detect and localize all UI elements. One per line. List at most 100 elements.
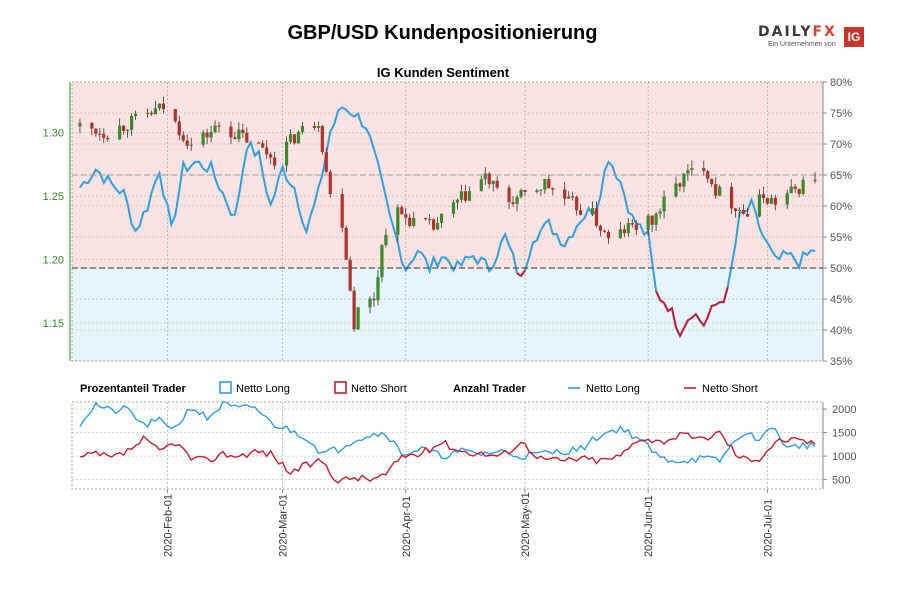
price-candle: [181, 135, 185, 141]
lower-panel-frame: [71, 401, 824, 490]
net-short-count-line: [79, 430, 816, 484]
price-candle: [459, 191, 464, 200]
price-candle: [547, 179, 551, 189]
price-candle: [797, 188, 801, 194]
price-candle: [535, 190, 539, 192]
price-candle: [380, 245, 384, 278]
price-candle: [745, 213, 750, 217]
price-candle: [618, 229, 622, 239]
price-candle: [102, 133, 106, 138]
price-candle: [467, 191, 471, 201]
price-candle: [94, 128, 98, 134]
date-tick-label: 2020-Jun-01: [643, 495, 655, 557]
sentiment-tick-label: 50%: [830, 263, 852, 275]
sentiment-tick-label: 45%: [830, 294, 852, 306]
chart-title: GBP/USD Kundenpositionierung: [287, 22, 598, 44]
price-tick-label: 1.20: [43, 255, 64, 267]
price-candle: [78, 122, 82, 127]
price-candle: [189, 144, 193, 146]
price-candle: [300, 126, 305, 132]
price-candle: [539, 189, 543, 191]
price-candle: [185, 140, 189, 146]
price-candle: [435, 222, 440, 230]
price-candle: [730, 186, 734, 209]
price-candle: [594, 208, 599, 226]
brand-name-left: DAILY: [758, 24, 813, 40]
sentiment-tick-label: 80%: [830, 77, 852, 89]
sentiment-tick-label: 60%: [830, 201, 852, 213]
upper-panel-frame: [71, 81, 824, 362]
legend-short-label: Netto Short: [351, 383, 407, 395]
date-tick-label: 2020-Mar-01: [278, 494, 290, 557]
sentiment-tick-label: 70%: [830, 139, 852, 151]
legend-count-short-label: Netto Short: [702, 383, 758, 395]
price-candle: [257, 142, 261, 144]
price-candle: [340, 194, 344, 228]
price-candle: [674, 183, 678, 197]
price-candle: [773, 197, 777, 205]
price-candle: [662, 196, 666, 212]
price-candle: [145, 112, 150, 114]
price-candle: [789, 186, 793, 194]
date-tick-label: 2020-Apr-01: [401, 496, 413, 557]
date-tick-label: 2020-Feb-01: [162, 494, 174, 557]
date-tick-label: 2020-Jul-01: [762, 499, 774, 557]
price-candle: [714, 184, 718, 196]
price-candle: [344, 227, 348, 260]
price-candle: [348, 259, 352, 291]
price-candle: [412, 217, 416, 226]
price-candle: [133, 113, 138, 116]
price-candle: [428, 219, 432, 221]
price-candle: [590, 208, 595, 215]
price-candle: [396, 207, 400, 235]
price-candle: [741, 209, 746, 214]
price-candle: [523, 190, 527, 192]
brand-name-right: FX: [812, 24, 837, 40]
price-candle: [813, 179, 817, 182]
price-candle: [118, 125, 122, 140]
price-candle: [567, 196, 571, 199]
price-candle: [106, 137, 110, 140]
price-candle: [455, 199, 460, 203]
sentiment-tick-label: 35%: [830, 356, 852, 368]
sentiment-tick-label: 55%: [830, 232, 852, 244]
price-candle: [352, 290, 356, 330]
price-candle: [273, 157, 277, 166]
price-candle: [324, 152, 328, 172]
price-candle: [737, 209, 742, 212]
price-tick-label: 1.25: [43, 191, 64, 203]
price-tick-label: 1.15: [43, 318, 64, 330]
count-tick-label: 1000: [832, 451, 856, 463]
price-candle: [706, 171, 710, 179]
price-candle: [491, 180, 495, 185]
dailyfx-logo: DAILYFX Ein Unternehmen von IG: [758, 24, 868, 50]
price-candle: [487, 173, 491, 185]
price-candle: [702, 168, 706, 172]
price-candle: [161, 103, 165, 110]
price-candle: [598, 225, 603, 231]
price-candle: [288, 134, 293, 142]
price-candle: [126, 129, 130, 131]
price-candle: [654, 213, 658, 225]
price-candle: [153, 108, 158, 115]
price-candle: [237, 129, 241, 140]
sentiment-tick-label: 65%: [830, 170, 852, 182]
price-candle: [543, 179, 547, 190]
price-candle: [376, 277, 380, 301]
price-candle: [571, 196, 575, 198]
price-candle: [718, 186, 722, 196]
brand-tagline: Ein Unternehmen von: [768, 41, 836, 48]
price-candle: [245, 132, 249, 143]
brand-wordmark: DAILYFX: [758, 24, 837, 40]
price-candle: [495, 180, 499, 188]
legend-count-long-label: Netto Long: [586, 383, 640, 395]
price-candle: [209, 132, 213, 138]
price-candle: [451, 202, 456, 214]
price-candle: [205, 132, 209, 138]
price-candle: [634, 224, 638, 230]
price-candle: [328, 171, 332, 195]
price-candle: [761, 194, 765, 199]
price-candle: [213, 125, 217, 133]
legend-long-label: Netto Long: [236, 383, 290, 395]
price-candle: [408, 217, 412, 226]
